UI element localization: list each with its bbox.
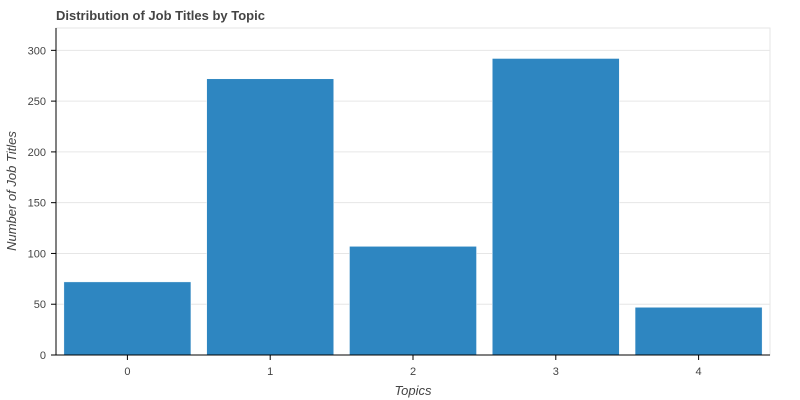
x-tick-label: 2 [410, 366, 416, 378]
bar-topic-3 [492, 58, 620, 356]
chart-title: Distribution of Job Titles by Topic [56, 8, 265, 23]
bars [63, 58, 763, 356]
y-tick-label: 50 [34, 299, 46, 311]
x-axis-ticks: 0 1 2 3 4 [124, 355, 702, 378]
bar-topic-1 [206, 78, 334, 356]
x-axis-title: Topics [394, 383, 432, 398]
bar-topic-2 [349, 246, 477, 356]
y-axis-title: Number of Job Titles [4, 131, 19, 251]
gridlines [56, 49, 770, 305]
y-tick-label: 100 [28, 248, 46, 260]
y-tick-label: 200 [28, 147, 46, 159]
x-tick-label: 4 [696, 366, 702, 378]
x-tick-label: 3 [553, 366, 559, 378]
x-tick-label: 1 [267, 366, 273, 378]
bar-topic-0 [63, 281, 192, 356]
y-tick-label: 300 [28, 45, 46, 57]
y-tick-label: 0 [40, 350, 46, 362]
x-tick-label: 0 [124, 366, 130, 378]
y-axis-ticks: 0 50 100 150 200 250 300 [28, 45, 56, 362]
y-tick-label: 250 [28, 96, 46, 108]
y-tick-label: 150 [28, 198, 46, 210]
bar-topic-4 [634, 307, 763, 356]
